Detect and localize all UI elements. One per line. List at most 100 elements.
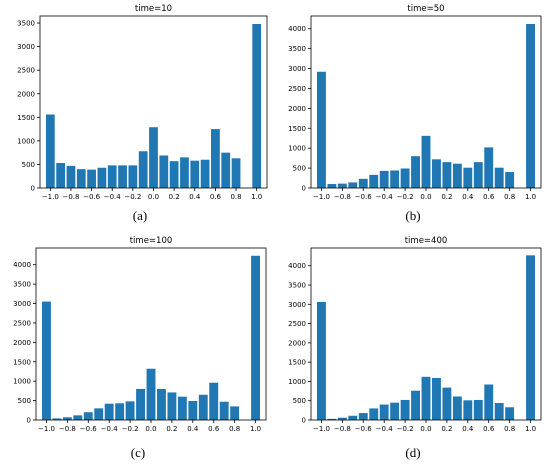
histogram-bar xyxy=(494,167,504,188)
x-tick-label: −0.2 xyxy=(122,425,139,433)
histogram-bar xyxy=(432,159,441,188)
x-tick-label: −1.0 xyxy=(42,193,59,201)
histogram-bar xyxy=(348,415,358,420)
x-tick-label: 0.8 xyxy=(504,425,515,433)
histogram-bar xyxy=(494,403,504,420)
histogram-bar xyxy=(337,417,347,420)
y-tick-label: 3000 xyxy=(288,65,306,73)
histogram-bar xyxy=(442,387,452,420)
y-tick-label: 0 xyxy=(31,185,35,193)
histogram-bar xyxy=(83,412,93,420)
histogram-bar xyxy=(94,408,104,420)
x-tick-label: −1.0 xyxy=(313,193,330,201)
x-tick-label: 0.4 xyxy=(187,425,199,433)
panel-caption-b: (b) xyxy=(405,208,421,223)
chart-panel-d: time=400 −1.0 −0.8 −0.6 −0.4 −0.2 0.0 0.2 0.4 0.6… xyxy=(275,232,550,465)
histogram-bar xyxy=(138,151,148,188)
y-tick-label: 0 xyxy=(27,417,31,425)
histogram-bar xyxy=(484,384,494,420)
y-tick-label: 2000 xyxy=(288,339,306,347)
histogram-bar xyxy=(169,161,179,188)
x-tick-label: 0.4 xyxy=(189,193,201,201)
x-tick-label: −0.6 xyxy=(355,193,373,201)
x-tick-label: 0.0 xyxy=(420,425,431,433)
x-tick-label: −1.0 xyxy=(38,425,55,433)
histogram-bar xyxy=(56,163,66,188)
y-tick-label: 500 xyxy=(22,161,35,169)
chart-a-svg: time=10 −1.0 −0.8 −0.6 −0.4 −0.2 0.0 0.2 0.4 0.6 0… xyxy=(17,4,268,201)
x-tick-label: 0.6 xyxy=(483,425,495,433)
histogram-bar xyxy=(211,129,220,188)
histogram-bar xyxy=(188,400,198,420)
x-tick-label: 0.6 xyxy=(210,193,222,201)
x-tick-label: 0.8 xyxy=(504,193,515,201)
y-tick-label: 1500 xyxy=(17,114,35,122)
x-tick-label: −0.6 xyxy=(80,425,98,433)
histogram-bar xyxy=(219,401,229,420)
histogram-bar xyxy=(221,152,231,188)
x-tick-label: −0.8 xyxy=(62,193,79,201)
x-tick-label: −0.4 xyxy=(101,425,119,433)
histogram-bar xyxy=(200,159,210,188)
y-tick-label: 3500 xyxy=(288,45,306,53)
histogram-bar xyxy=(369,174,379,188)
x-tick-label: −0.4 xyxy=(376,193,394,201)
histogram-bar xyxy=(505,407,515,420)
histogram-bar xyxy=(337,183,347,188)
histogram-bar xyxy=(251,255,260,420)
y-tick-label: 4000 xyxy=(288,25,306,33)
chart-panel-c: time=100 −1.0 −0.8 −0.6 −0.4 −0.2 0.0 0.2 0.4 0.6… xyxy=(0,232,275,465)
x-tick-label: −0.8 xyxy=(59,425,76,433)
y-tick-label: 0 xyxy=(302,417,306,425)
histogram-bar xyxy=(484,147,494,188)
x-tick-label: 0.2 xyxy=(169,193,180,201)
x-tick-label: 0.8 xyxy=(229,425,240,433)
histogram-bar xyxy=(190,160,200,188)
histogram-bar xyxy=(177,396,187,420)
x-tick-label: 0.2 xyxy=(441,193,452,201)
y-tick-label: 2000 xyxy=(17,90,35,98)
y-tick-label: 1500 xyxy=(288,359,306,367)
x-tick-label: −0.2 xyxy=(124,193,141,201)
y-tick-label: 500 xyxy=(293,165,306,173)
y-tick-label: 3500 xyxy=(17,20,35,28)
y-tick-label: 2500 xyxy=(13,319,31,327)
histogram-bar xyxy=(125,401,135,420)
histogram-bar xyxy=(45,114,55,188)
histogram-bar xyxy=(473,399,483,420)
x-tick-label: −0.8 xyxy=(334,425,351,433)
chart-b-svg: time=50 −1.0 −0.8 −0.6 −0.4 −0.2 0.0 0.2 0.4 0.6 0… xyxy=(288,4,542,201)
histogram-bar xyxy=(42,301,51,420)
x-tick-label: −0.6 xyxy=(83,193,101,201)
histogram-bar xyxy=(379,170,389,188)
histogram-bar xyxy=(526,23,535,188)
histogram-bar xyxy=(73,415,83,420)
histogram-bar xyxy=(463,167,473,188)
histogram-bar xyxy=(118,165,127,188)
histogram-bar xyxy=(317,301,326,420)
y-tick-label: 1000 xyxy=(13,378,31,386)
chart-title: time=50 xyxy=(407,4,444,14)
histogram-bar xyxy=(400,399,410,420)
chart-d-svg: time=400 −1.0 −0.8 −0.6 −0.4 −0.2 0.0 0.2 0.4 0.6… xyxy=(288,236,542,433)
x-tick-label: 0.2 xyxy=(441,425,452,433)
histogram-bar xyxy=(327,184,337,188)
histogram-bar xyxy=(432,377,441,420)
histogram-bar xyxy=(231,158,241,188)
histogram-bar xyxy=(379,404,389,420)
chart-title: time=100 xyxy=(130,236,173,246)
y-tick-label: 2500 xyxy=(288,85,306,93)
histogram-bar xyxy=(198,394,208,420)
panel-caption-c: (c) xyxy=(130,445,146,460)
y-tick-label: 2500 xyxy=(288,320,306,328)
histogram-bar xyxy=(526,255,535,420)
histogram-bar xyxy=(146,368,156,420)
histogram-bar xyxy=(62,417,72,420)
chart-panel-b: time=50 −1.0 −0.8 −0.6 −0.4 −0.2 0.0 0.2 0.4 0.6 0… xyxy=(275,0,550,232)
x-tick-label: 0.4 xyxy=(462,193,474,201)
x-tick-label: −0.4 xyxy=(104,193,122,201)
histogram-bar xyxy=(358,413,368,420)
histogram-bar xyxy=(136,388,145,420)
histogram-bar xyxy=(358,178,368,188)
histogram-bar xyxy=(252,24,262,189)
